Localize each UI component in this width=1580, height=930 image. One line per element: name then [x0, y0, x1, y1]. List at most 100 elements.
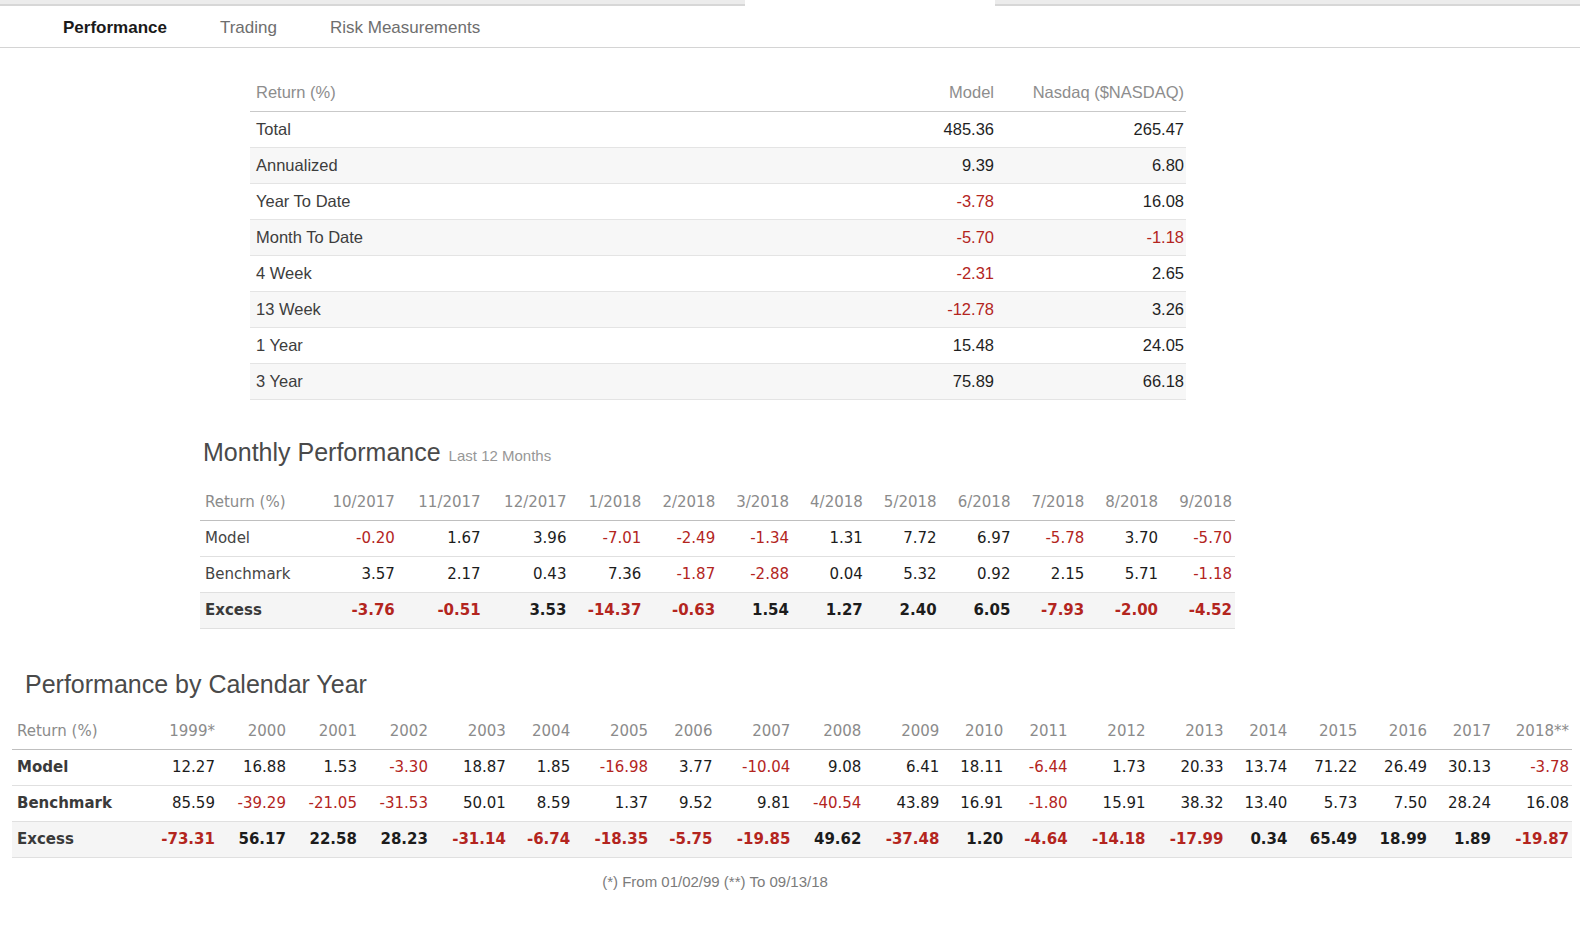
column-header: 11/2017 — [398, 484, 484, 520]
cell-value: 5.71 — [1087, 556, 1161, 592]
cell-value: 3.77 — [651, 749, 715, 785]
cell-value: -3.76 — [312, 592, 398, 628]
cell-value: -3.30 — [360, 749, 431, 785]
column-header: 2/2018 — [644, 484, 718, 520]
cell-value: -5.70 — [844, 219, 996, 255]
returns-summary-section: Return (%) Model Nasdaq ($NASDAQ) Total4… — [250, 75, 1186, 400]
returns-col-benchmark: Nasdaq ($NASDAQ) — [996, 75, 1186, 111]
row-label: Benchmark — [12, 785, 140, 821]
cell-value: 26.49 — [1360, 749, 1430, 785]
cell-value: 1.67 — [398, 520, 484, 556]
cell-value: -37.48 — [864, 821, 942, 857]
cell-value: -14.18 — [1071, 821, 1149, 857]
cell-value: 49.62 — [793, 821, 864, 857]
column-header: 10/2017 — [312, 484, 398, 520]
cell-value: 71.22 — [1290, 749, 1360, 785]
cell-value: 485.36 — [844, 111, 996, 147]
cell-value: -16.98 — [573, 749, 651, 785]
row-label: 3 Year — [250, 363, 844, 399]
column-header: 2015 — [1290, 713, 1360, 749]
cell-value: -40.54 — [793, 785, 864, 821]
row-label: Month To Date — [250, 219, 844, 255]
cell-value: 1.31 — [792, 520, 866, 556]
cell-value: 2.40 — [866, 592, 940, 628]
cell-value: 12.27 — [140, 749, 218, 785]
cell-value: -12.78 — [844, 291, 996, 327]
row-label: Total — [250, 111, 844, 147]
top-strip-active-tab-gap — [745, 0, 995, 6]
cell-value: 3.96 — [484, 520, 570, 556]
cell-value: 38.32 — [1149, 785, 1227, 821]
returns-summary-table: Return (%) Model Nasdaq ($NASDAQ) Total4… — [250, 75, 1186, 400]
tab-performance[interactable]: Performance — [63, 18, 167, 38]
cell-value: -1.18 — [996, 219, 1186, 255]
column-header: 4/2018 — [792, 484, 866, 520]
cell-value: -2.88 — [718, 556, 792, 592]
cell-value: -3.78 — [1494, 749, 1572, 785]
returns-col-model: Model — [844, 75, 996, 111]
row-label: Model — [12, 749, 140, 785]
row-label: 4 Week — [250, 255, 844, 291]
tab-risk-measurements[interactable]: Risk Measurements — [330, 18, 480, 38]
cell-value: -31.14 — [431, 821, 509, 857]
column-header: 1/2018 — [569, 484, 644, 520]
column-header: 1999* — [140, 713, 218, 749]
column-header: 2001 — [289, 713, 360, 749]
table-row: Annualized9.396.80 — [250, 147, 1186, 183]
cell-value: -73.31 — [140, 821, 218, 857]
cell-value: 5.73 — [1290, 785, 1360, 821]
cell-value: 56.17 — [218, 821, 289, 857]
header-label: Return (%) — [12, 713, 140, 749]
cell-value: 16.08 — [996, 183, 1186, 219]
table-row: 3 Year75.8966.18 — [250, 363, 1186, 399]
cell-value: -7.01 — [569, 520, 644, 556]
returns-header-label: Return (%) — [250, 75, 844, 111]
column-header: 2009 — [864, 713, 942, 749]
cell-value: 6.41 — [864, 749, 942, 785]
cell-value: -1.80 — [1006, 785, 1070, 821]
cell-value: 66.18 — [996, 363, 1186, 399]
column-header: 2018** — [1494, 713, 1572, 749]
header-label: Return (%) — [200, 484, 312, 520]
tab-trading[interactable]: Trading — [220, 18, 277, 38]
cell-value: 1.54 — [718, 592, 792, 628]
column-header: 6/2018 — [940, 484, 1014, 520]
row-label: Excess — [200, 592, 312, 628]
cell-value: 7.36 — [569, 556, 644, 592]
returns-header-row: Return (%) Model Nasdaq ($NASDAQ) — [250, 75, 1186, 111]
monthly-performance-title: Monthly PerformanceLast 12 Months — [203, 438, 551, 467]
cell-value: -5.75 — [651, 821, 715, 857]
cell-value: -6.74 — [509, 821, 573, 857]
cell-value: 9.52 — [651, 785, 715, 821]
cell-value: 15.48 — [844, 327, 996, 363]
cell-value: -39.29 — [218, 785, 289, 821]
table-row: Excess-3.76-0.513.53-14.37-0.631.541.272… — [200, 592, 1235, 628]
column-header: 5/2018 — [866, 484, 940, 520]
cell-value: 0.34 — [1226, 821, 1290, 857]
cell-value: 18.99 — [1360, 821, 1430, 857]
cell-value: 13.40 — [1226, 785, 1290, 821]
cell-value: 18.87 — [431, 749, 509, 785]
cell-value: 7.72 — [866, 520, 940, 556]
column-header: 2011 — [1006, 713, 1070, 749]
column-header: 2014 — [1226, 713, 1290, 749]
cell-value: 22.58 — [289, 821, 360, 857]
cell-value: -14.37 — [569, 592, 644, 628]
date-range-footnote: (*) From 01/02/99 (**) To 09/13/18 — [0, 873, 1430, 890]
cell-value: 6.05 — [940, 592, 1014, 628]
cell-value: 28.23 — [360, 821, 431, 857]
cell-value: 265.47 — [996, 111, 1186, 147]
table-row: Total485.36265.47 — [250, 111, 1186, 147]
cell-value: -3.78 — [844, 183, 996, 219]
column-header: 2010 — [942, 713, 1006, 749]
row-label: 13 Week — [250, 291, 844, 327]
cell-value: 0.92 — [940, 556, 1014, 592]
column-header: 2007 — [715, 713, 793, 749]
table-row: Excess-73.3156.1722.5828.23-31.14-6.74-1… — [12, 821, 1572, 857]
cell-value: -21.05 — [289, 785, 360, 821]
cell-value: -5.70 — [1161, 520, 1235, 556]
cell-value: -17.99 — [1149, 821, 1227, 857]
cell-value: 50.01 — [431, 785, 509, 821]
column-header: 12/2017 — [484, 484, 570, 520]
cell-value: 1.37 — [573, 785, 651, 821]
